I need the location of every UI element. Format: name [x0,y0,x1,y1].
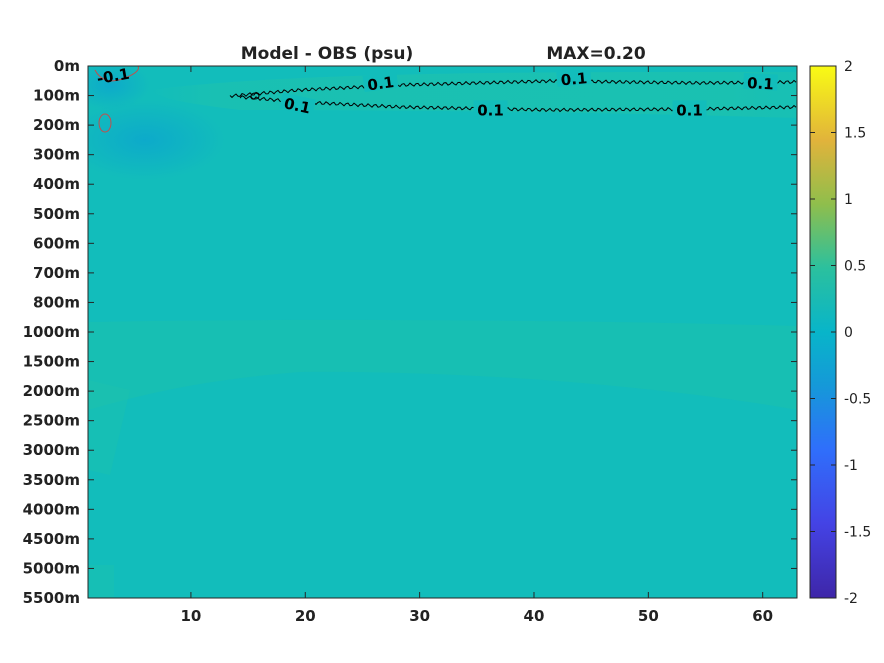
bottom-left-patch [88,565,114,598]
contour-label-bg [473,100,508,117]
colorbar-tick-label: 1.5 [844,126,866,142]
surface-negative-patch [88,66,150,110]
contour-label: 0.1 [560,69,588,89]
colorbar-tick-label: -2 [844,591,858,607]
y-tick-label: 3500m [23,471,80,489]
contour-neg-0.1-small [98,113,112,133]
y-tick-label: 4500m [23,530,80,548]
y-tick-label: 2500m [23,412,80,430]
y-tick-label: 600m [33,234,80,252]
chart-title: Model - OBS (psu) [241,44,414,64]
x-tick-label: 40 [524,607,545,625]
contour-neg-0.1-surface [94,66,139,82]
y-axis: 0m 100m 200m 300m 400m 500m 600m 700m 800m 1000m 1… [23,57,797,607]
y-tick-label: 0m [54,57,80,75]
x-axis: 10 20 30 40 50 60 [180,66,773,625]
colorbar-tick-label: 1 [844,192,853,208]
contour-label-bg [279,92,316,116]
y-tick-label: 300m [33,146,80,164]
y-tick-label: 700m [33,264,80,282]
contour-label-bg [362,71,399,93]
contour-0.1-upper [229,78,797,99]
colorbar: 2 1.5 1 0.5 0 -0.5 -1 -1.5 -2 [809,59,871,607]
y-tick-label: 400m [33,175,80,193]
contour-label-bg [743,72,778,91]
y-tick-label: 4000m [23,500,80,518]
x-tick-label: 20 [295,607,316,625]
contour-label-bg [672,100,707,117]
colorbar-tick-label: -1.5 [844,525,871,541]
y-tick-label: 3000m [23,441,80,459]
colorbar-tick-label: 0.5 [844,259,866,275]
contour-0.1-tip [250,92,260,100]
colorbar-ticks: 2 1.5 1 0.5 0 -0.5 -1 -1.5 -2 [810,59,871,607]
plot-area: 0.1 0.1 0.1 0.1 0.1 0.1 -0.1 [88,65,797,598]
y-tick-label: 1500m [23,353,80,371]
colorbar-tick-label: -0.5 [844,392,871,408]
contour-label: 0.1 [676,101,703,119]
contour-label-bg [556,67,592,87]
chart-subtitle: MAX=0.20 [546,44,646,64]
y-tick-label: 1000m [23,323,80,341]
colorbar-tick-label: 2 [844,59,853,75]
contour-label: -0.1 [95,65,130,88]
contour-label: 0.1 [366,73,395,95]
contour-label: 0.1 [477,101,504,119]
x-tick-label: 60 [752,607,773,625]
y-tick-label: 800m [33,293,80,311]
y-tick-label: 2000m [23,382,80,400]
contour-labels: 0.1 0.1 0.1 0.1 0.1 0.1 -0.1 [95,65,778,119]
x-tick-label: 10 [180,607,201,625]
contour-label: 0.1 [747,74,774,93]
x-tick-label: 50 [638,607,659,625]
deep-positive-band [88,319,797,410]
y-tick-label: 5000m [23,559,80,577]
y-tick-label: 100m [33,87,80,105]
x-tick-label: 30 [409,607,430,625]
colorbar-tick-label: -1 [844,458,858,474]
y-tick-label: 200m [33,116,80,134]
western-wedge [88,380,130,475]
contour-label: 0.1 [282,94,312,117]
shallow-negative-patch [88,100,225,180]
y-tick-label: 500m [33,205,80,223]
colorbar-tick-label: 0 [844,325,853,341]
y-tick-label: 5500m [23,589,80,607]
